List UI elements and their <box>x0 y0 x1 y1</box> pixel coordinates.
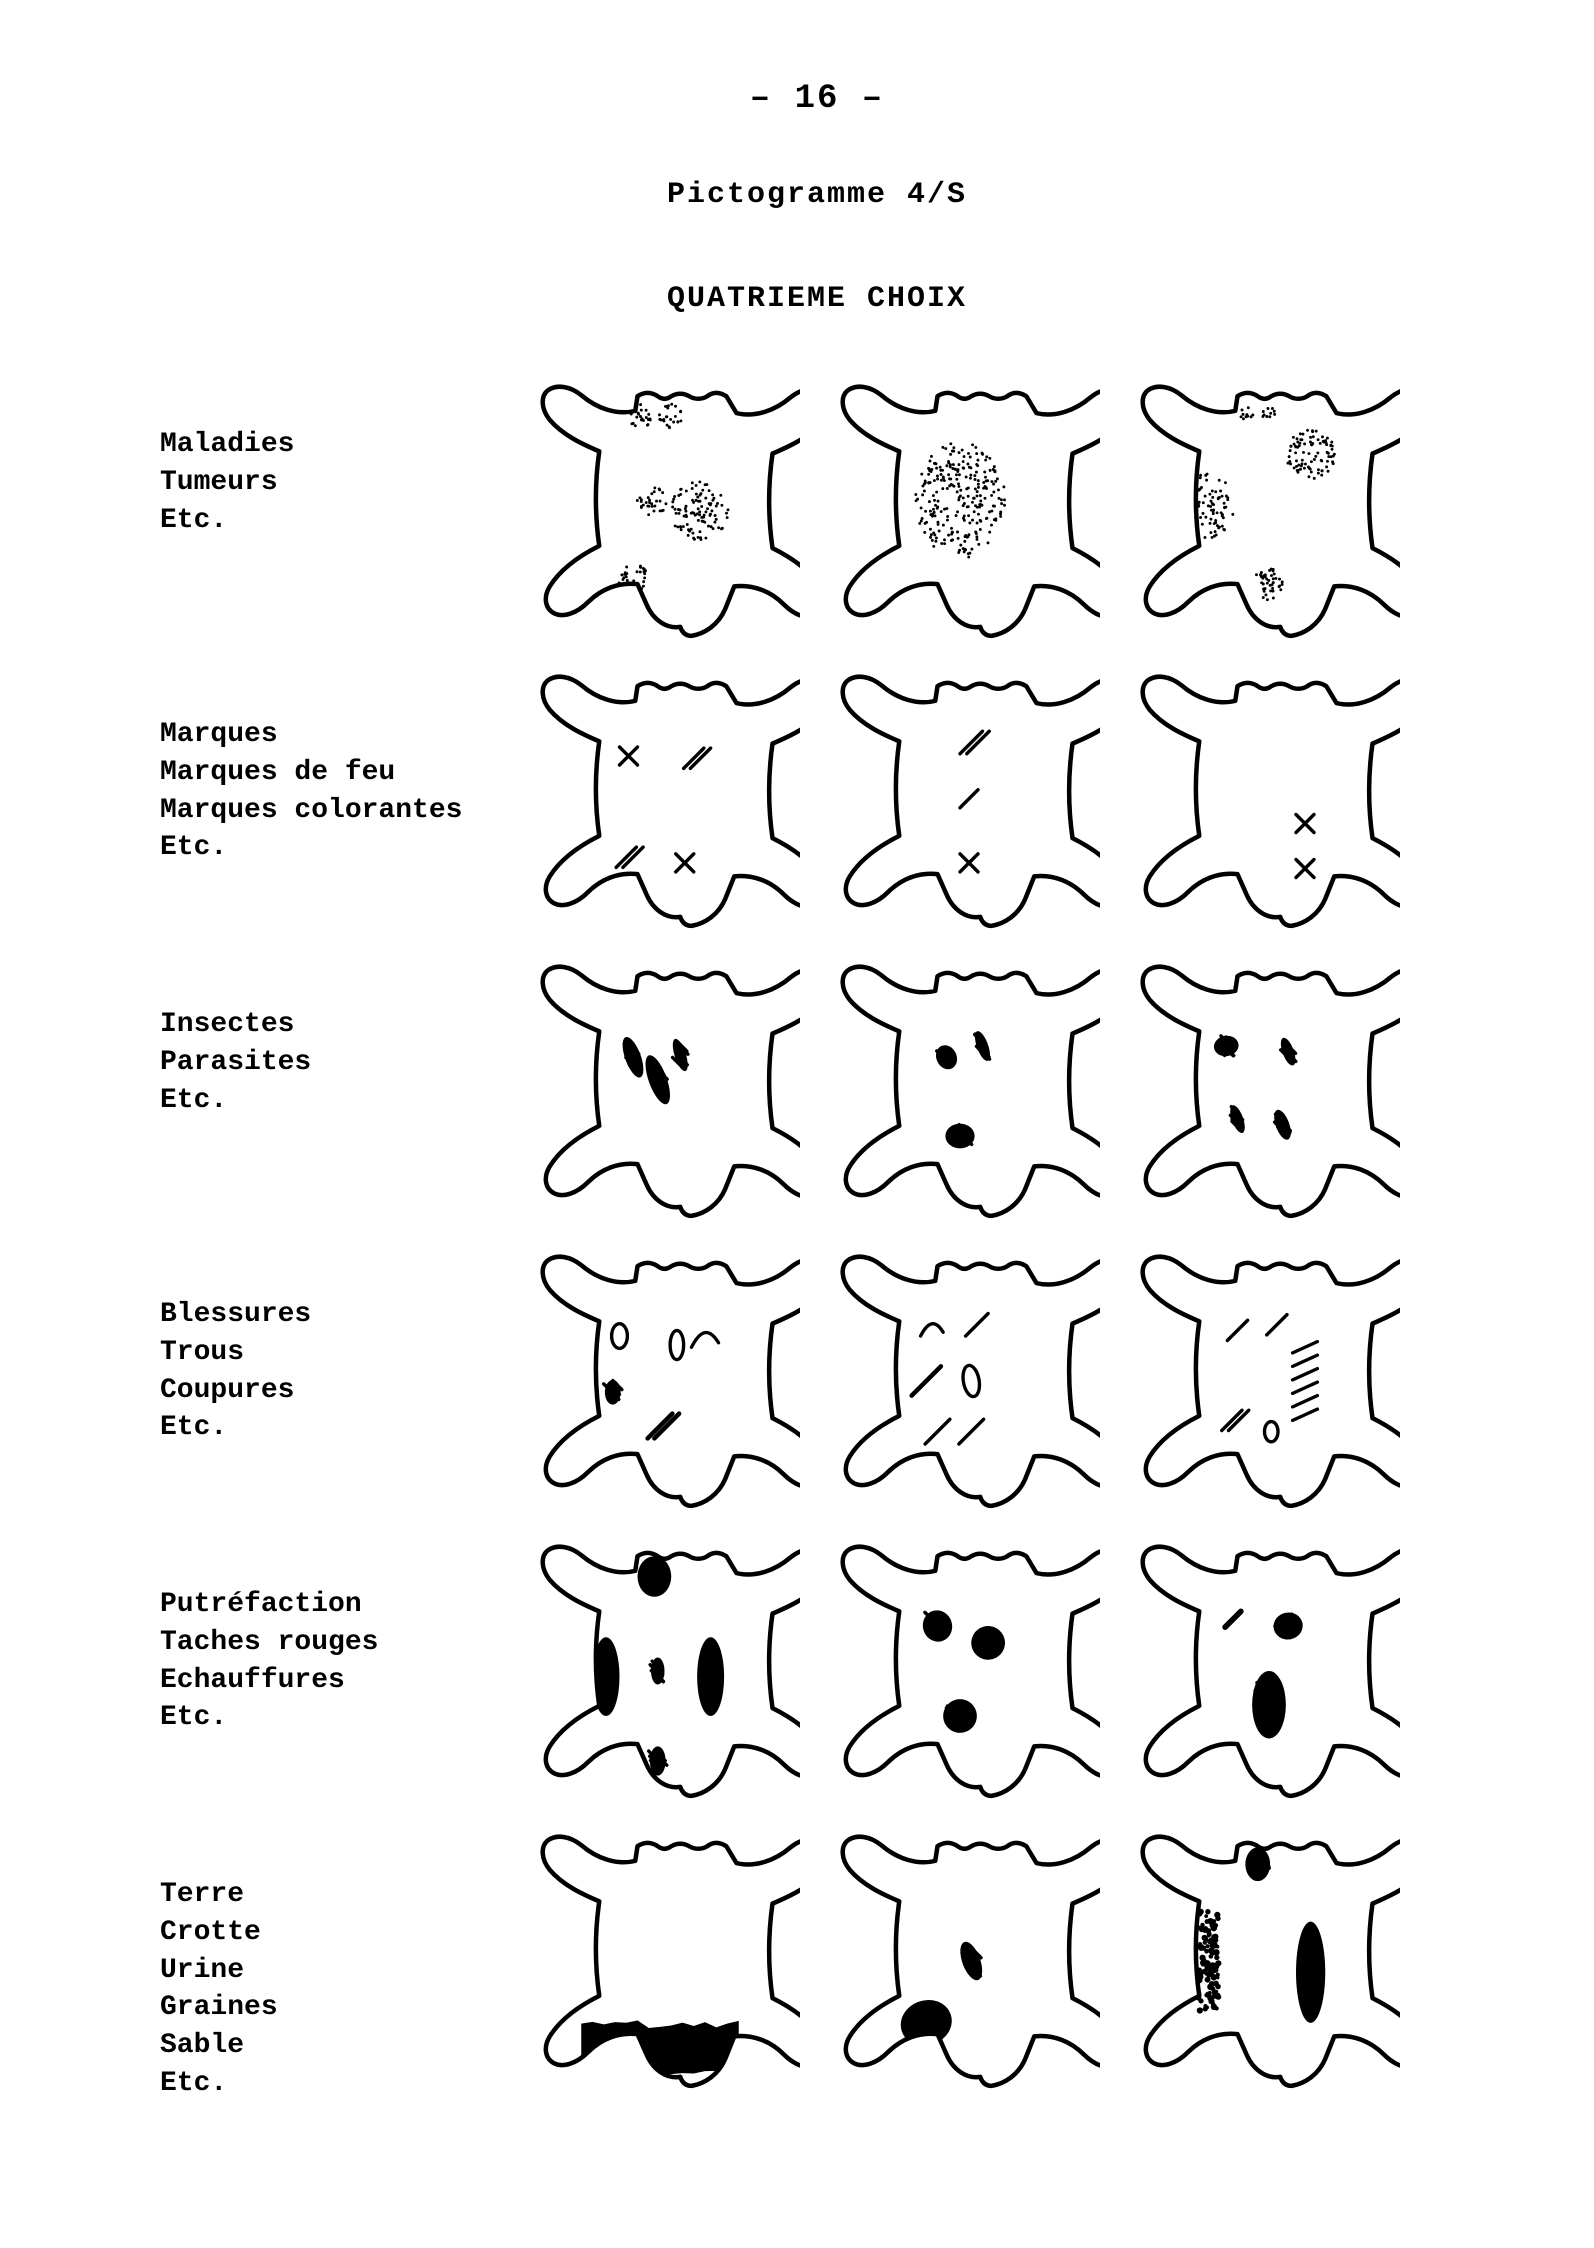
hide-pictogram <box>1120 376 1400 646</box>
hide-pictogram <box>820 1826 1100 2096</box>
pictogram-row: Marques Marques de feu Marques colorante… <box>160 666 1474 936</box>
pictogram-row: Terre Crotte Urine Graines Sable Etc. <box>160 1826 1474 2103</box>
pictogram-row: Blessures Trous Coupures Etc. <box>160 1246 1474 1516</box>
row-label: Insectes Parasites Etc. <box>160 956 490 1119</box>
page-title: QUATRIEME CHOIX <box>160 282 1474 316</box>
hide-triplet <box>520 956 1400 1226</box>
page-number: – 16 – <box>160 80 1474 118</box>
pictogram-row: Putréfaction Taches rouges Echauffures E… <box>160 1536 1474 1806</box>
row-label: Putréfaction Taches rouges Echauffures E… <box>160 1536 490 1737</box>
hide-pictogram <box>1120 666 1400 936</box>
hide-pictogram <box>520 666 800 936</box>
hide-pictogram <box>1120 1826 1400 2096</box>
hide-pictogram <box>820 956 1100 1226</box>
row-label: Blessures Trous Coupures Etc. <box>160 1246 490 1447</box>
hide-triplet <box>520 666 1400 936</box>
pictogram-grid: Maladies Tumeurs Etc. Marques Marques de … <box>160 376 1474 2103</box>
hide-pictogram <box>820 1246 1100 1516</box>
row-label: Terre Crotte Urine Graines Sable Etc. <box>160 1826 490 2103</box>
hide-triplet <box>520 1536 1400 1806</box>
hide-pictogram <box>820 376 1100 646</box>
row-label: Maladies Tumeurs Etc. <box>160 376 490 539</box>
hide-pictogram <box>520 1536 800 1806</box>
hide-triplet <box>520 376 1400 646</box>
hide-triplet <box>520 1826 1400 2096</box>
row-label: Marques Marques de feu Marques colorante… <box>160 666 490 867</box>
hide-pictogram <box>820 1536 1100 1806</box>
document-page: – 16 – Pictogramme 4/S QUATRIEME CHOIX M… <box>0 0 1594 2248</box>
hide-triplet <box>520 1246 1400 1516</box>
hide-pictogram <box>520 1246 800 1516</box>
pictogram-row: Insectes Parasites Etc. <box>160 956 1474 1226</box>
hide-pictogram <box>520 1826 800 2096</box>
pictogram-row: Maladies Tumeurs Etc. <box>160 376 1474 646</box>
hide-pictogram <box>1120 1246 1400 1516</box>
hide-pictogram <box>520 956 800 1226</box>
page-subtitle: Pictogramme 4/S <box>160 178 1474 212</box>
hide-pictogram <box>820 666 1100 936</box>
hide-pictogram <box>1120 1536 1400 1806</box>
hide-pictogram <box>1120 956 1400 1226</box>
hide-pictogram <box>520 376 800 646</box>
